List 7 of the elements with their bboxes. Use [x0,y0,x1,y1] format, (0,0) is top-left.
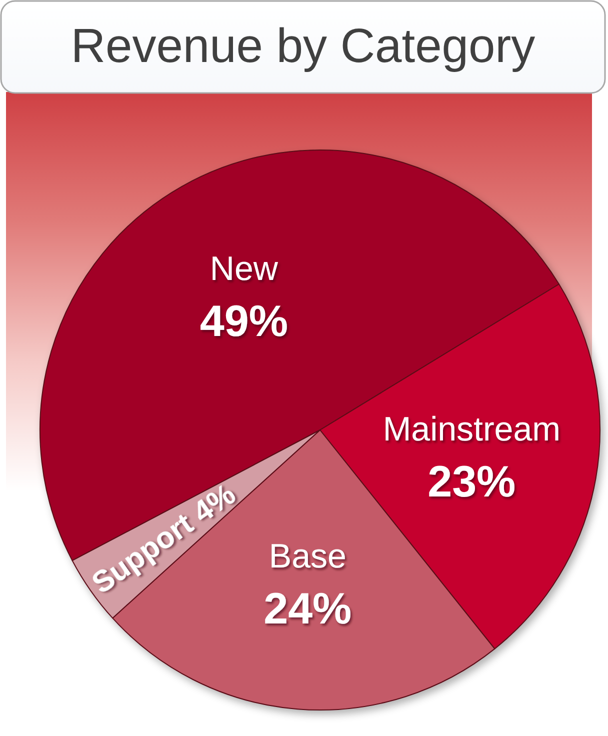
slice-label: Base [268,538,346,576]
slice-label: New [210,250,278,288]
data-label: 49% [200,297,288,346]
slice-label: Mainstream [382,410,560,449]
data-label: 24% [264,584,352,634]
data-label: 23% [428,458,516,507]
chart-title: Revenue by Category [70,20,536,73]
